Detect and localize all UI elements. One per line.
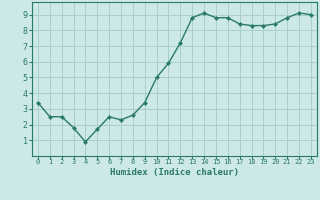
X-axis label: Humidex (Indice chaleur): Humidex (Indice chaleur) [110, 168, 239, 177]
